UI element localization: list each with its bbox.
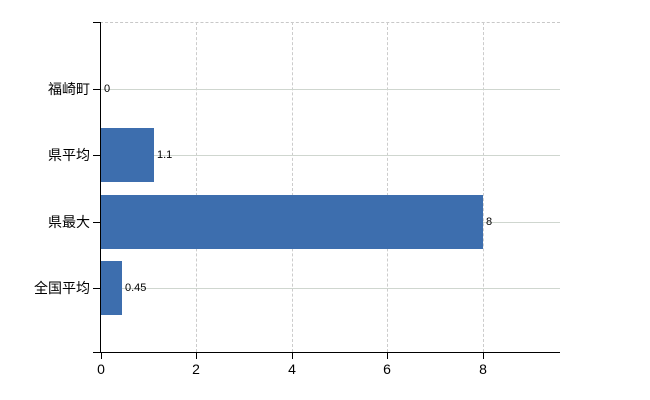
y-tick	[93, 288, 100, 289]
x-tick	[196, 352, 197, 359]
bar	[101, 195, 483, 249]
category-label: 福崎町	[48, 81, 90, 97]
x-tick-label: 0	[97, 361, 105, 377]
x-tick-label: 8	[479, 361, 487, 377]
y-axis-top-tick	[93, 22, 100, 23]
category-label: 県平均	[48, 147, 90, 163]
y-tick	[93, 89, 100, 90]
bar	[101, 128, 154, 182]
h-gridline	[101, 155, 560, 156]
y-tick	[93, 222, 100, 223]
value-label: 0	[104, 83, 111, 95]
h-gridline	[101, 288, 560, 289]
v-gridline	[387, 22, 388, 352]
x-tick	[387, 352, 388, 359]
x-tick	[101, 352, 102, 359]
value-label: 1.1	[157, 149, 173, 161]
x-tick	[483, 352, 484, 359]
y-axis-line	[100, 22, 101, 353]
value-label: 8	[486, 216, 493, 228]
x-tick-label: 4	[288, 361, 296, 377]
plot-top-border	[100, 22, 560, 23]
x-tick-label: 2	[192, 361, 200, 377]
v-gridline	[292, 22, 293, 352]
value-label: 0.45	[125, 282, 147, 294]
category-label: 県最大	[48, 214, 90, 230]
h-gridline	[101, 89, 560, 90]
y-tick	[93, 155, 100, 156]
x-tick-label: 6	[383, 361, 391, 377]
v-gridline	[196, 22, 197, 352]
category-label: 全国平均	[34, 280, 90, 296]
x-axis-line	[93, 352, 560, 353]
v-gridline	[483, 22, 484, 352]
bar	[101, 261, 122, 315]
x-tick	[292, 352, 293, 359]
